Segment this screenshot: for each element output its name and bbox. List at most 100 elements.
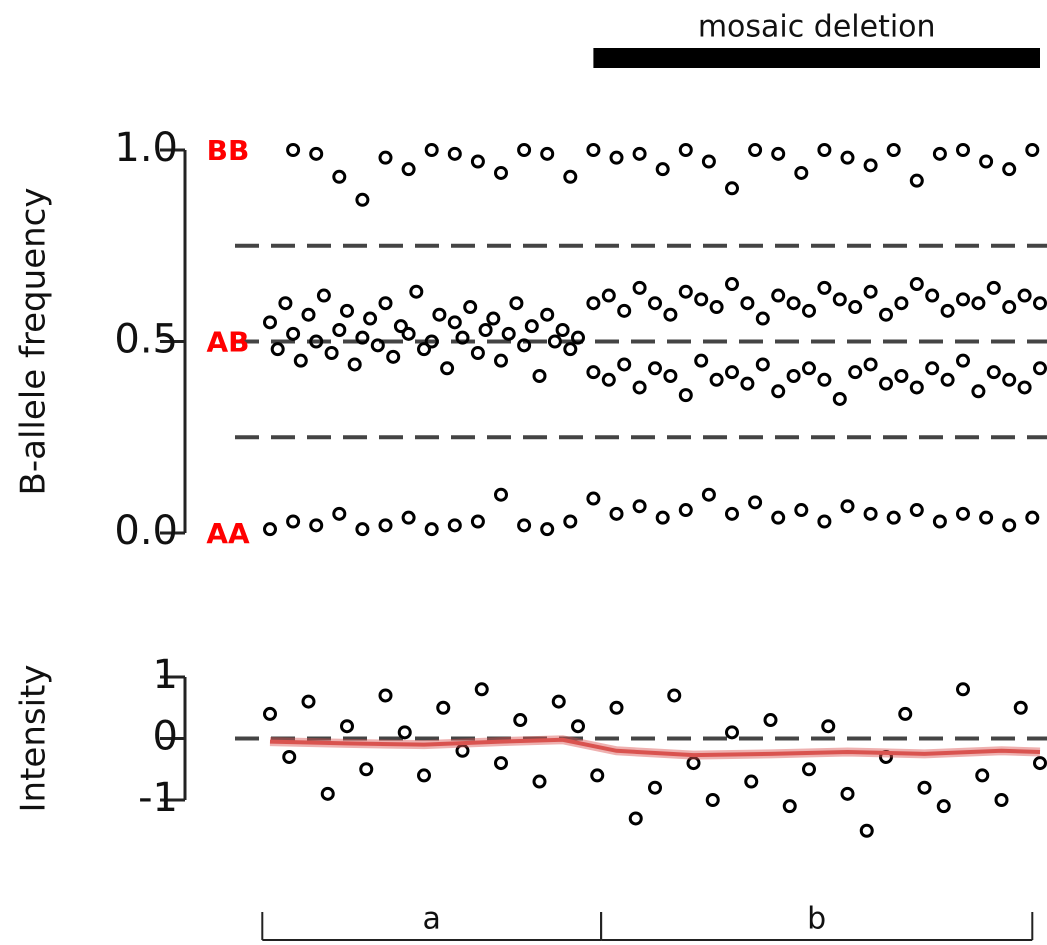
data-point <box>979 154 994 169</box>
data-point <box>540 307 555 322</box>
data-point <box>409 284 424 299</box>
data-point <box>886 510 901 525</box>
data-point <box>663 368 678 383</box>
data-point <box>263 522 277 537</box>
data-point <box>378 688 393 703</box>
data-point <box>655 162 670 177</box>
data-point <box>701 154 716 169</box>
data-point <box>563 342 578 357</box>
data-point <box>817 280 832 295</box>
data-point <box>840 786 855 801</box>
data-point <box>494 487 508 502</box>
data-point <box>840 150 855 165</box>
data-point <box>817 372 832 387</box>
data-point <box>332 169 347 184</box>
data-point <box>755 357 770 372</box>
data-point <box>986 280 1001 295</box>
data-point <box>301 307 316 322</box>
data-point <box>1002 300 1017 315</box>
data-point <box>909 503 924 518</box>
data-point <box>909 380 924 395</box>
data-point <box>932 514 947 529</box>
data-point <box>705 793 720 807</box>
data-point <box>332 506 347 521</box>
data-point <box>975 768 990 783</box>
data-point <box>956 353 970 368</box>
trend-line <box>269 737 1041 758</box>
data-point <box>455 743 470 758</box>
data-point <box>470 345 485 360</box>
data-point <box>286 326 301 341</box>
data-point <box>678 388 693 403</box>
data-point <box>359 762 374 777</box>
data-point <box>590 768 605 783</box>
region-bar <box>593 48 1040 68</box>
data-point <box>771 510 786 525</box>
data-point <box>601 288 616 303</box>
data-point <box>524 319 539 334</box>
y-tick-label: 0.5 <box>114 317 178 363</box>
data-point <box>540 146 555 161</box>
data-point <box>840 499 855 514</box>
data-point <box>748 143 763 157</box>
data-point <box>744 774 759 789</box>
data-point <box>786 368 801 383</box>
data-point <box>571 330 585 345</box>
data-point <box>401 510 416 525</box>
data-point <box>879 307 893 322</box>
data-point <box>740 296 755 311</box>
data-point <box>632 380 647 395</box>
data-point <box>894 296 909 311</box>
data-point <box>932 146 947 161</box>
data-point <box>694 292 709 307</box>
data-point <box>270 342 285 357</box>
data-point <box>740 376 755 391</box>
data-point <box>655 510 670 525</box>
data-point <box>363 311 378 326</box>
data-point <box>771 288 786 303</box>
data-point <box>940 372 955 387</box>
data-point <box>440 361 455 376</box>
data-point <box>628 811 643 826</box>
data-point <box>648 361 662 376</box>
data-point <box>1017 288 1032 303</box>
data-point <box>725 365 739 380</box>
data-point <box>936 799 951 814</box>
genotype-label: BB <box>207 134 250 167</box>
data-point <box>971 296 986 311</box>
data-point <box>863 357 878 372</box>
data-point <box>782 799 797 814</box>
data-point <box>551 694 566 709</box>
data-point <box>848 365 863 380</box>
data-point <box>309 518 324 533</box>
data-point <box>956 143 970 157</box>
data-point <box>555 323 570 338</box>
region-label: mosaic deletion <box>698 10 936 45</box>
data-point <box>1033 756 1047 771</box>
data-point <box>1025 510 1040 525</box>
data-point <box>355 330 370 345</box>
data-point <box>486 311 501 326</box>
data-point <box>863 506 878 521</box>
data-point <box>601 372 616 387</box>
data-point <box>879 376 893 391</box>
data-point <box>278 296 293 311</box>
data-point <box>786 296 801 311</box>
data-point <box>863 284 878 299</box>
data-point <box>470 514 485 529</box>
y-tick-label: 1 <box>153 652 178 698</box>
data-point <box>401 162 416 177</box>
data-point <box>632 146 647 161</box>
data-point <box>301 694 316 709</box>
data-point <box>463 300 478 315</box>
genotype-label: AA <box>206 517 250 550</box>
data-point <box>432 307 447 322</box>
data-point <box>898 706 913 721</box>
data-point <box>617 357 632 372</box>
data-point <box>417 342 431 357</box>
data-point <box>494 353 508 368</box>
data-point <box>1033 296 1047 311</box>
data-point <box>563 514 578 529</box>
data-point <box>494 165 508 180</box>
data-point <box>571 719 585 734</box>
